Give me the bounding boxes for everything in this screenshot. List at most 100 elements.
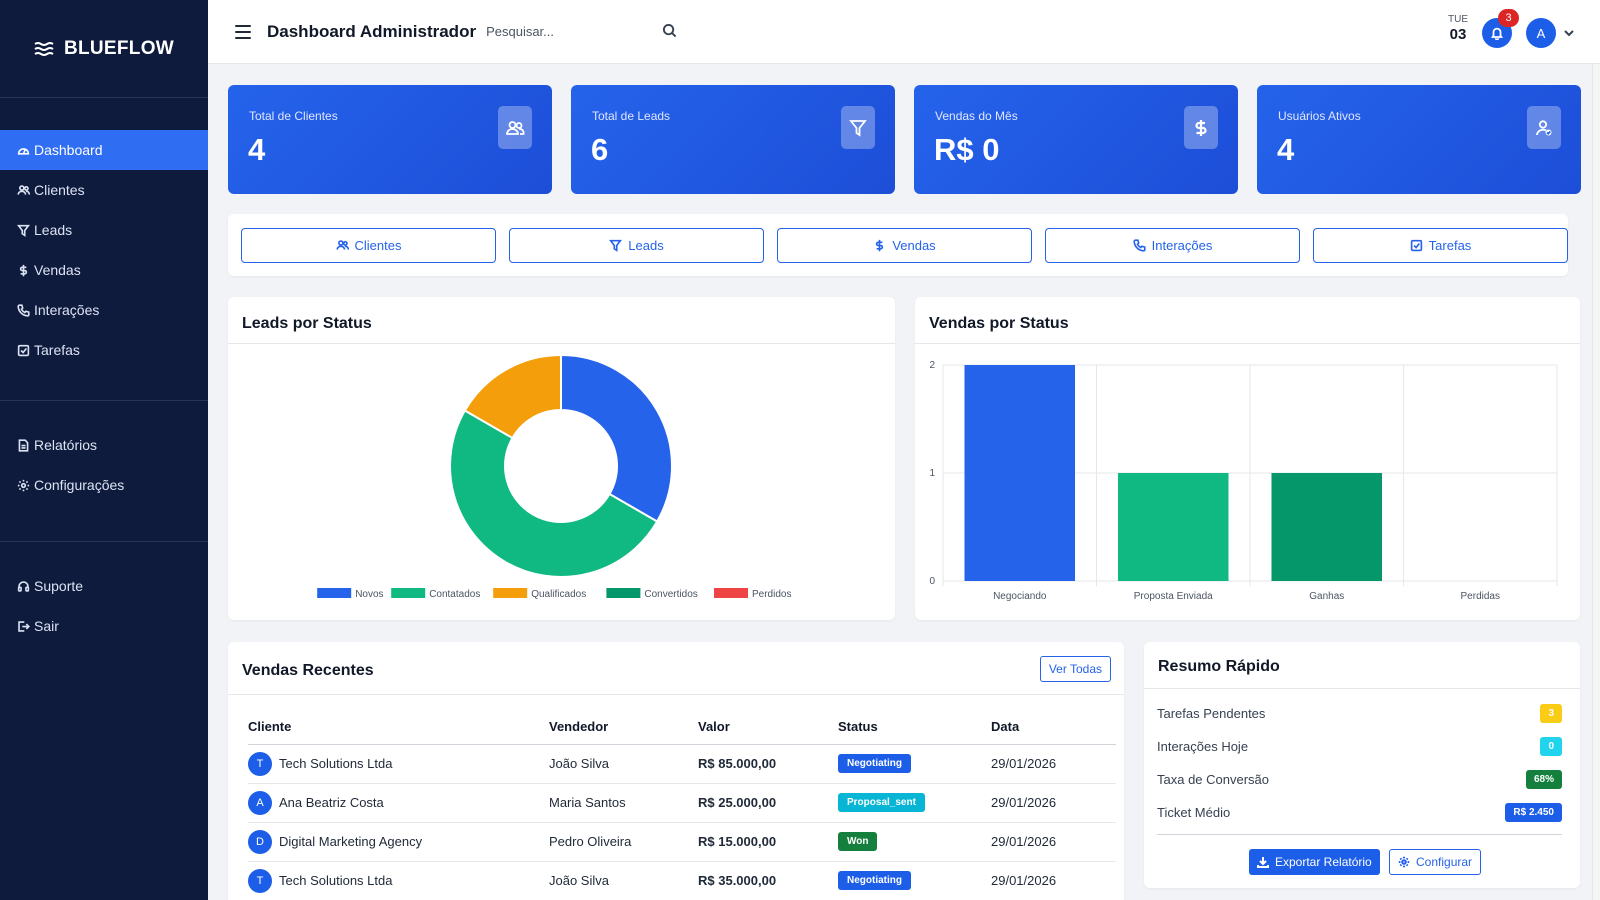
x-tick-label: Proposta Enviada [1134,591,1213,602]
summary-badge: 68% [1525,770,1562,789]
stat-label: Total de Leads [592,109,671,123]
column-header[interactable]: Data [991,710,1116,745]
nav-main: Dashboard Clientes Leads Vendas Interaçõ… [0,98,208,401]
donut-slice-novos[interactable] [560,353,673,523]
scrollbar[interactable] [1592,64,1600,900]
legend-swatch [391,588,426,598]
legend-label: Novos [355,589,383,600]
bar-proposta-enviada[interactable] [1117,473,1229,581]
funnel-icon [17,224,30,237]
headset-icon [17,580,30,592]
funnel-icon [841,106,875,149]
stat-card-leads[interactable]: Total de Leads 6 [571,85,895,194]
legend-item[interactable]: Qualificados [493,588,586,600]
search-icon[interactable] [662,23,680,41]
view-all-button[interactable]: Ver Todas [1039,656,1111,682]
bar-ganhas[interactable] [1271,473,1383,581]
export-report-button[interactable]: Exportar Relatório [1249,849,1380,875]
legend-swatch [714,588,748,598]
cell-valor: R$ 85.000,00 [698,744,838,784]
quick-tarefas-button[interactable]: Tarefas [1313,228,1568,263]
table-row[interactable]: A Ana Beatriz Costa Maria Santos R$ 25.000,… [248,783,1116,823]
configure-button[interactable]: Configurar [1389,849,1482,875]
sidebar-item-sair[interactable]: Sair [0,606,208,646]
summary-badge: R$ 2.450 [1505,803,1562,822]
user-check-icon [1527,106,1561,149]
status-badge: Won [838,832,878,851]
export-label: Exportar Relatório [1275,855,1372,869]
stat-value: R$ 0 [934,132,1000,167]
sidebar: BLUEFLOW Dashboard Clientes Leads Vendas… [0,0,208,900]
summary-row-interacoes: Interações Hoje 0 [1157,737,1562,756]
sidebar-item-label: Dashboard [34,142,103,158]
search-input[interactable] [486,24,677,39]
stat-value: 6 [591,132,609,167]
leads-chart-panel: Leads por Status Novos Contatados Qualific… [228,297,895,620]
table-row[interactable]: D Digital Marketing Agency Pedro Oliveira R… [248,822,1116,862]
summary-badge: 3 [1540,704,1562,723]
column-header[interactable]: Vendedor [549,710,698,745]
sidebar-item-clientes[interactable]: Clientes [0,170,208,210]
legend-item[interactable]: Convertidos [606,588,698,600]
quick-actions-bar: Clientes Leads Vendas Interações Tarefas [228,214,1568,276]
legend-item[interactable]: Perdidos [714,588,791,600]
sidebar-item-suporte[interactable]: Suporte [0,566,208,606]
stat-card-usuarios[interactable]: Usuários Ativos 4 [1257,85,1581,194]
donut-slice-contatados[interactable] [449,409,659,578]
x-tick-label: Ganhas [1309,591,1344,602]
user-avatar[interactable]: A [1526,18,1556,48]
cell-cliente: T Tech Solutions Ltda [248,861,549,900]
quick-leads-button[interactable]: Leads [509,228,764,263]
check-square-icon [17,344,30,356]
donut-slice-qualificados[interactable] [463,353,562,440]
client-name: Tech Solutions Ltda [279,756,393,771]
table-row[interactable]: T Tech Solutions Ltda João Silva R$ 85.000,… [248,744,1116,784]
table-header-row: Cliente Vendedor Valor Status Data [248,710,1116,745]
quick-clientes-button[interactable]: Clientes [241,228,496,263]
cell-data: 29/01/2026 [991,861,1116,900]
column-header[interactable]: Status [838,710,991,745]
column-header[interactable]: Cliente [248,710,549,745]
quick-action-label: Tarefas [1428,238,1472,253]
bar-negociando[interactable] [964,365,1076,581]
cell-valor: R$ 35.000,00 [698,861,838,900]
sidebar-item-vendas[interactable]: Vendas [0,250,208,290]
quick-summary-panel: Resumo Rápido Tarefas Pendentes 3 Intera… [1144,642,1580,888]
cell-valor: R$ 15.000,00 [698,822,838,862]
legend-swatch [606,588,641,598]
sidebar-item-leads[interactable]: Leads [0,210,208,250]
legend-label: Contatados [429,589,480,600]
sidebar-item-relatorios[interactable]: Relatórios [0,425,208,465]
column-header[interactable]: Valor [698,710,838,745]
stat-card-clientes[interactable]: Total de Clientes 4 [228,85,552,194]
sidebar-item-dashboard[interactable]: Dashboard [0,130,208,170]
legend-item[interactable]: Contatados [391,588,480,600]
sidebar-item-tarefas[interactable]: Tarefas [0,330,208,370]
y-tick-label: 2 [929,360,935,371]
summary-row-ticket: Ticket Médio R$ 2.450 [1157,803,1562,822]
date-number: 03 [1449,26,1467,43]
quick-vendas-button[interactable]: Vendas [777,228,1032,263]
stat-label: Usuários Ativos [1278,109,1361,123]
brand-logo[interactable]: BLUEFLOW [0,0,208,98]
stat-card-vendas[interactable]: Vendas do Mês R$ 0 [914,85,1238,194]
client-cell: T Tech Solutions Ltda [248,868,549,893]
status-badge: Negotiating [838,754,911,773]
brand-name: BLUEFLOW [63,37,175,59]
panel-title: Vendas Recentes [242,662,374,679]
sidebar-item-label: Leads [34,222,73,238]
quick-interacoes-button[interactable]: Interações [1045,228,1300,263]
client-avatar: A [248,790,272,815]
waves-icon [34,41,54,56]
menu-toggle-icon[interactable] [235,24,251,39]
notification-count-badge: 3 [1498,9,1519,27]
sidebar-item-interacoes[interactable]: Interações [0,290,208,330]
legend-item[interactable]: Novos [317,588,384,600]
cell-cliente: T Tech Solutions Ltda [248,744,549,784]
client-avatar: D [248,829,272,854]
client-cell: A Ana Beatriz Costa [248,790,549,815]
table-row[interactable]: T Tech Solutions Ltda João Silva R$ 35.000,… [248,861,1116,900]
chevron-down-icon[interactable] [1563,26,1575,38]
sidebar-item-configuracoes[interactable]: Configurações [0,465,208,505]
sidebar-item-label: Clientes [34,182,85,198]
